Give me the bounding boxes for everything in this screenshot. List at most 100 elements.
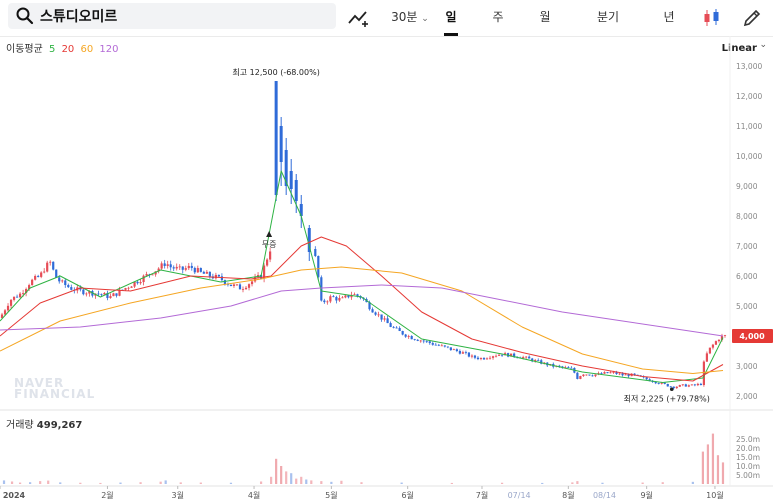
candle: [377, 314, 380, 316]
candle: [600, 373, 603, 374]
candle: [229, 284, 233, 287]
search-input[interactable]: 스튜디오미르: [40, 9, 118, 25]
volume-bar: [716, 455, 720, 484]
candle: [660, 382, 663, 384]
candle: [127, 287, 130, 289]
candle: [166, 264, 169, 266]
price-tick-label: 8,000: [736, 212, 758, 221]
candle: [181, 266, 184, 270]
candle: [344, 295, 347, 298]
candle: [106, 292, 109, 299]
candle: [443, 345, 446, 347]
candle: [717, 339, 721, 342]
candle: [476, 357, 480, 360]
candle: [386, 318, 389, 324]
candle: [666, 383, 669, 387]
candle: [491, 356, 495, 358]
stock-chart[interactable]: 13,000 12,000 11,000 10,000 9,000 8,000 7,000 6…: [0, 36, 773, 502]
candle: [109, 296, 112, 299]
moving-average-legend: 이동평균 5 20 60 120: [6, 40, 122, 55]
volume-bar: [229, 482, 233, 484]
volume-bar: [360, 482, 363, 484]
price-tick-label: 5,000: [736, 302, 758, 311]
candle-type-icon[interactable]: [700, 6, 724, 30]
candle: [163, 263, 166, 266]
chevron-down-icon[interactable]: ⌄: [759, 40, 767, 50]
candle: [702, 361, 706, 386]
tab-week[interactable]: 주: [492, 10, 504, 24]
candle: [262, 265, 266, 279]
candle: [446, 346, 449, 348]
candle: [241, 289, 245, 290]
candle: [332, 296, 335, 298]
interval-selector[interactable]: 30분 ⌄: [390, 0, 430, 36]
interval-label: 30분: [391, 10, 418, 24]
candle: [389, 323, 392, 327]
candle: [97, 293, 100, 295]
price-tick-label: 13,000: [736, 62, 762, 71]
candle: [663, 382, 666, 384]
candle: [52, 261, 55, 270]
x-tick-label: 3월: [172, 490, 184, 500]
candle: [482, 358, 486, 360]
candle: [485, 358, 489, 360]
candle: [708, 347, 712, 354]
candle: [40, 272, 43, 277]
candle: [714, 341, 718, 345]
volume-bar: [691, 481, 694, 484]
pencil-icon[interactable]: [740, 6, 764, 30]
candle: [82, 289, 85, 295]
candle: [133, 281, 136, 287]
candle: [25, 289, 28, 294]
candle: [100, 293, 103, 295]
candle: [567, 367, 570, 368]
candle: [157, 268, 160, 272]
candle: [606, 372, 609, 374]
candle: [37, 275, 40, 277]
volume-bar: [340, 480, 343, 484]
ma-120-line: [0, 284, 724, 337]
candle: [416, 339, 419, 341]
volume-bar: [450, 482, 453, 484]
naver-financial-watermark: NAVER FINANCIAL: [14, 377, 95, 400]
candle: [615, 371, 618, 374]
candle: [434, 344, 437, 346]
candle: [118, 289, 121, 296]
candle: [187, 265, 190, 269]
candle: [112, 293, 115, 297]
volume-bar: [79, 482, 82, 484]
volume-bar: [706, 444, 710, 484]
tab-year[interactable]: 년: [663, 10, 675, 24]
tab-day[interactable]: 일: [444, 0, 458, 36]
x-tick-label: 7월: [476, 490, 488, 500]
candle: [558, 365, 561, 367]
candle: [510, 353, 513, 357]
candle: [618, 373, 621, 375]
volume-bar: [400, 482, 403, 484]
candle: [576, 372, 579, 379]
volume-bar: [259, 481, 263, 484]
drawing-trend-icon[interactable]: [346, 6, 370, 30]
stock-search-box[interactable]: 스튜디오미르: [8, 3, 336, 29]
ma-20-line: [0, 236, 724, 382]
chevron-down-icon: ⌄: [421, 14, 429, 24]
candle: [34, 275, 37, 280]
candle: [425, 341, 428, 343]
candle: [537, 360, 540, 361]
scale-selector[interactable]: Linear: [721, 43, 757, 54]
candle: [214, 274, 217, 279]
tab-quarter[interactable]: 분기: [596, 10, 620, 24]
ma-60-line: [0, 266, 724, 374]
volume-tick-label: 25.0m: [736, 435, 760, 444]
candle: [479, 358, 483, 360]
candle: [594, 374, 597, 377]
candle: [314, 249, 317, 256]
candle: [217, 274, 221, 277]
ma-120-label: 120: [99, 44, 119, 55]
candle: [410, 336, 413, 340]
candle: [0, 314, 4, 318]
search-icon[interactable]: [14, 5, 36, 27]
volume-bar: [164, 480, 167, 484]
price-tick-label: 2,000: [736, 392, 758, 401]
tab-month[interactable]: 월: [539, 10, 551, 24]
